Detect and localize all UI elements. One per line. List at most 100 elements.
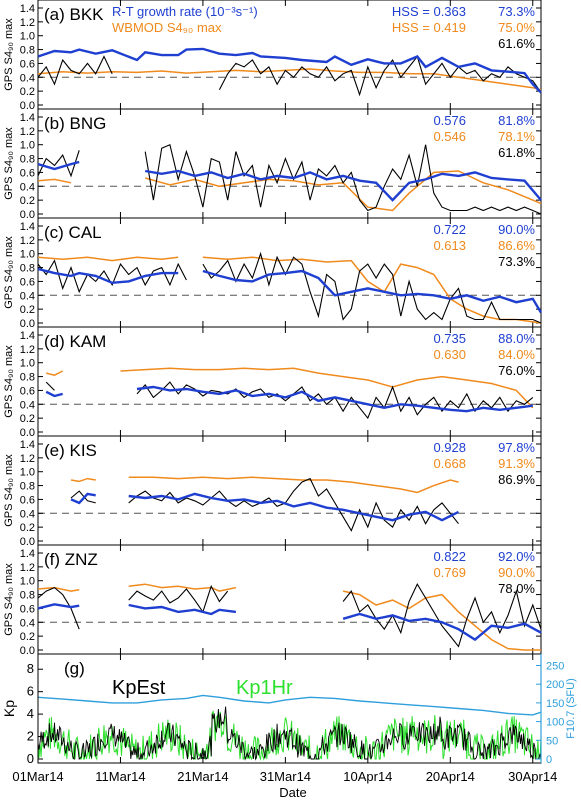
percent-rt: 81.8% [498,113,535,128]
y-axis-title: GPS S4₉₀ max [3,563,15,636]
panel-label: (b) BNG [44,114,106,133]
y2-tick-label: 150 [546,698,564,710]
y-tick-label: 1.2 [20,126,35,138]
y-tick-label: 0.0 [20,645,35,657]
hss-wbmod: 0.769 [433,565,466,580]
y-tick-label: 0.6 [20,385,35,397]
y-tick-label: 0.2 [20,86,35,98]
y2-tick-label: 200 [546,679,564,691]
percent-rt: 90.0% [498,222,535,237]
y-tick-label: 1.2 [20,344,35,356]
series-rt-growth [37,603,542,642]
x-tick-label: 31Mar14 [260,769,311,784]
y-axis-title: GPS S4₉₀ max [3,345,15,418]
y-tick-label: 0.4 [20,290,35,302]
percent-rt: 92.0% [498,549,535,564]
y-tick-label: 0.0 [20,318,35,330]
series-wbmod [70,476,459,494]
legend-rt: R-T growth rate (10⁻³s⁻¹) [112,4,258,19]
hss-rt: 0.928 [433,440,466,455]
x-tick-label: 20Apr14 [426,769,475,784]
y-tick-label: 0.0 [20,536,35,548]
y-tick-label: 0.2 [20,304,35,316]
y-axis-title: Kp [1,700,17,717]
y-tick-label: 0.6 [20,603,35,615]
series-rt-growth [37,160,542,202]
y2-tick-label: 50 [546,735,558,747]
x-axis: 01Mar14 11Mar14 21Mar14 31Mar14 10Apr14 20Apr… [12,769,557,784]
y-tick-label: 1.2 [20,562,35,574]
y-tick-label: 0.4 [20,399,35,411]
panel-label: (c) CAL [44,223,102,242]
series-gps-observed [37,143,542,215]
percent-rt: 73.3% [498,4,535,19]
legend-kp1hr: Kp1Hr [236,677,293,699]
y-tick-label: 0.2 [20,195,35,207]
y-tick-label: 0.8 [20,154,35,166]
y-tick-label: 1.0 [20,576,35,588]
panel-5: 0.0 0.2 0.4 0.60.8 1.0 1.2 1.4 GPS S4₉₀ max (e) … [3,435,542,548]
hss-rt: 0.735 [433,331,466,346]
series-gps-observed [70,477,459,532]
panel-3: 0.0 0.2 0.4 0.60.8 1.0 1.2 1.4 GPS S4₉₀ max (c) … [3,217,543,330]
y-tick-label: 0.8 [20,372,35,384]
y-tick-label: 6 [27,684,34,699]
percent-wbmod: 86.6% [498,238,535,253]
y-tick-label: 2 [27,729,34,744]
legend-kpest: KpEst [112,677,166,699]
series-gps-observed [45,381,534,420]
y-tick-label: 4 [27,706,34,721]
y-axis-title: GPS S4₉₀ max [3,18,15,91]
series-rt-growth [70,492,460,522]
panel-2: 0.0 0.2 0.4 0.60.8 1.0 1.2 1.4 GPS S4₉₀ max (b) … [3,108,542,221]
panel-4: 0.0 0.2 0.4 0.60.8 1.0 1.2 1.4 GPS S4₉₀ max (d) … [3,326,542,439]
y-tick-label: 1.2 [20,453,35,465]
hss-rt: 0.722 [433,222,466,237]
y-tick-label: 0.6 [20,276,35,288]
y-tick-label: 0.8 [20,590,35,602]
x-tick-label: 11Mar14 [95,769,145,784]
percent-wbmod: 91.3% [498,456,535,471]
y-tick-label: 1.2 [20,17,35,29]
percent-observed: 76.0% [498,363,535,378]
x-axis-title: Date [279,785,306,800]
y-tick-label: 0.6 [20,58,35,70]
panel-label: (e) KIS [44,441,97,460]
y-tick-label: 0.8 [20,481,35,493]
series-rt-growth [45,385,533,413]
y-tick-label: 8 [27,661,34,676]
y2-axis-title: F10.7 (SFU) [565,678,577,739]
percent-observed: 78.0% [498,581,535,596]
panel-label: (a) BKK [44,5,104,24]
series-wbmod [37,583,541,651]
y-tick-label: 0.4 [20,72,35,84]
y-tick-label: 0 [27,751,34,766]
hss-wbmod: 0.546 [433,129,466,144]
panel-label: (f) ZNZ [44,550,98,569]
y-tick-label: 0.4 [20,508,35,520]
x-tick-label: 10Apr14 [343,769,392,784]
series-kpest [37,706,542,761]
y-tick-label: 0.6 [20,167,35,179]
y2-tick-label: 0 [546,754,552,766]
y-tick-label: 0.0 [20,100,35,112]
series-wbmod [37,256,542,324]
y-tick-label: 0.8 [20,45,35,57]
percent-observed: 86.9% [498,472,535,487]
y-tick-label: 0.2 [20,413,35,425]
y-tick-label: 1.0 [20,140,35,152]
series-wbmod [46,367,534,409]
y-tick-label: 0.2 [20,631,35,643]
hss-rt: 0.822 [433,549,466,564]
y-tick-label: 0.0 [20,209,35,221]
series-gps-observed [37,55,542,97]
y-tick-label: 1.4 [20,221,35,233]
y-tick-label: 0.8 [20,263,35,275]
panel-1: 0.0 0.2 0.4 0.60.8 1.0 1.2 1.4 GPS S4₉₀ max (a) … [3,0,542,112]
y-tick-label: 1.0 [20,249,35,261]
panel-label: (d) KAM [44,332,106,351]
percent-observed: 61.6% [498,36,535,51]
x-tick-label: 01Mar14 [12,769,63,784]
